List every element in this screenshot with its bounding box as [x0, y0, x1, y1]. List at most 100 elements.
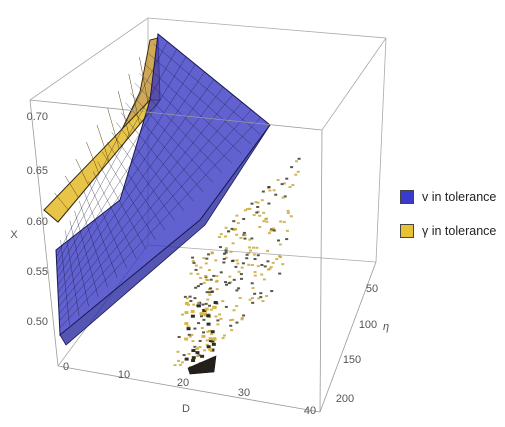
scatter-point — [219, 317, 223, 320]
scatter-point — [290, 166, 294, 169]
scatter-point — [222, 334, 226, 337]
y-tick-label: 100 — [359, 319, 377, 331]
scatter-point — [297, 157, 301, 160]
scatter-point — [198, 346, 202, 349]
scatter-point — [279, 256, 283, 259]
scatter-point — [222, 261, 226, 264]
y-tick-label: 150 — [343, 354, 361, 366]
scatter-point — [268, 189, 272, 192]
scatter-point — [235, 321, 239, 324]
scatter-point — [282, 221, 286, 224]
scatter-point — [188, 295, 192, 298]
scatter-point — [230, 227, 234, 230]
scatter-point — [177, 359, 181, 362]
scatter-point — [235, 289, 239, 292]
scatter-point — [184, 337, 189, 341]
scatter-point — [247, 263, 251, 266]
scatter-point — [267, 202, 271, 205]
scatter-point — [216, 319, 220, 322]
scatter-point — [215, 275, 219, 278]
scatter-point — [207, 304, 211, 307]
scatter-point — [279, 220, 283, 223]
y-axis-ticks: 50 100 150 200 — [336, 283, 378, 405]
scatter-point — [214, 259, 218, 262]
scatter-point — [196, 302, 200, 305]
scatter-point — [196, 355, 200, 358]
scatter-point — [199, 312, 204, 316]
scatter-point — [207, 269, 211, 272]
v-surface-gridline — [58, 86, 224, 300]
bounding-box-front — [29, 99, 377, 413]
scatter-point — [269, 229, 273, 232]
scatter-point — [195, 351, 200, 355]
v-surface-gridline — [57, 79, 215, 293]
scatter-point — [285, 177, 289, 180]
scatter-point — [194, 286, 198, 289]
z-tick-label: 0.50 — [27, 316, 48, 328]
gamma-surface-gridline — [64, 175, 79, 198]
scatter-point — [205, 339, 209, 342]
scatter-point — [243, 234, 247, 237]
scatter-point — [213, 301, 218, 305]
scatter-point — [191, 359, 196, 363]
scatter-point — [252, 253, 256, 256]
scatter-point — [283, 195, 287, 198]
gamma-surface-gridline — [139, 56, 151, 113]
gamma-surface-gridline — [128, 73, 140, 125]
scatter-point — [196, 285, 200, 288]
scatter-point — [229, 324, 233, 327]
scatter-point — [206, 298, 210, 301]
scatter-point — [199, 276, 203, 279]
scatter-point — [236, 262, 240, 265]
scatter-point — [267, 186, 271, 189]
legend-label-gamma: γ in tolerance — [422, 224, 497, 238]
scatter-point — [224, 249, 228, 252]
v-surface-gridline — [56, 49, 177, 265]
scatter-point — [294, 173, 298, 176]
gamma-surface-gridline — [117, 90, 130, 137]
scatter-point — [209, 308, 213, 311]
scatter-point — [224, 235, 228, 238]
v-surface-gridline — [57, 71, 205, 286]
scatter-point — [272, 189, 276, 192]
scatter-point — [228, 275, 232, 278]
legend-item-gamma: γ in tolerance — [400, 222, 496, 240]
scatter-point — [202, 331, 206, 334]
scatter-point — [245, 208, 249, 211]
scatter-point — [190, 314, 195, 318]
scatter-point — [251, 301, 255, 304]
scatter-point — [243, 237, 247, 240]
scatter-point — [250, 237, 254, 240]
scatter-point — [250, 282, 254, 285]
legend-label-v: v in tolerance — [422, 190, 497, 204]
scatter-point — [276, 239, 280, 242]
scatter-point — [209, 278, 213, 281]
scatter-point — [218, 313, 222, 316]
scatter-point — [221, 300, 225, 303]
scatter-point — [204, 302, 208, 305]
scatter-point — [187, 333, 191, 336]
scatter-point — [186, 327, 191, 331]
scatter-point — [256, 201, 260, 204]
y-tick-label: 200 — [336, 393, 354, 405]
x-axis-ticks: 0 10 20 30 40 — [63, 361, 316, 417]
scatter-point — [222, 257, 226, 260]
scatter-point — [227, 282, 231, 285]
scatter-point — [204, 275, 208, 278]
scatter-point — [269, 266, 273, 269]
scatter-point — [262, 220, 266, 223]
scatter-point — [210, 333, 214, 336]
v-surface-edge — [59, 124, 271, 346]
scatter-point — [209, 287, 213, 290]
scatter-point — [199, 283, 203, 286]
scatter-point — [265, 220, 269, 223]
box-edge-back — [375, 37, 387, 263]
scatter-point — [230, 260, 234, 263]
scatter-point — [240, 266, 244, 269]
scatter-point — [222, 252, 226, 255]
scatter-point — [199, 266, 203, 269]
scatter-point — [202, 318, 206, 321]
scatter-point — [205, 257, 209, 260]
scatter-point — [248, 298, 252, 301]
scatter-point — [208, 329, 212, 332]
